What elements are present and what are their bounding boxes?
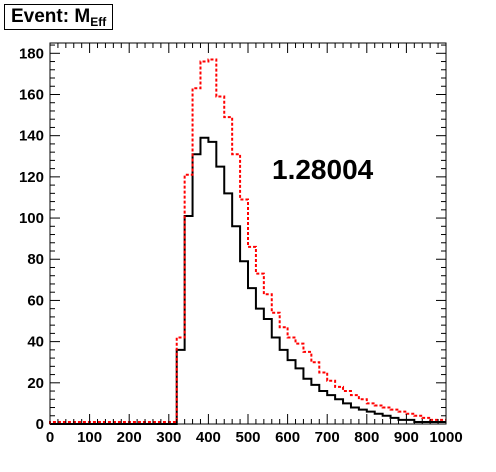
title-subscript: Eff: [90, 15, 107, 29]
y-tick-label: 40: [27, 334, 44, 351]
x-tick-label: 0: [46, 429, 54, 446]
y-tick-label: 0: [36, 416, 44, 433]
axis-ticks: [49, 43, 447, 425]
y-tick-label: 20: [27, 375, 44, 392]
y-tick-label: 60: [27, 292, 44, 309]
x-tick-label: 600: [275, 429, 300, 446]
series-0-line: [50, 136, 446, 425]
y-tick-label: 80: [27, 251, 44, 268]
x-tick-label: 400: [196, 429, 221, 446]
x-tick-label: 800: [354, 429, 379, 446]
x-tick-label: 900: [394, 429, 419, 446]
x-tick-label: 1000: [429, 429, 462, 446]
y-tick-label: 160: [19, 86, 44, 103]
y-tick-label: 180: [19, 45, 44, 62]
ratio-annotation: 1.28004: [272, 154, 374, 185]
title-text: Event: M: [11, 6, 91, 27]
y-tick-label: 120: [19, 169, 44, 186]
series-1-line: [49, 58, 446, 424]
x-tick-label: 100: [77, 429, 102, 446]
y-tick-label: 100: [19, 210, 44, 227]
y-tick-label: 140: [19, 128, 44, 145]
series-layer: [49, 58, 446, 425]
histogram-title: Event: MEff: [4, 4, 114, 30]
x-tick-label: 500: [235, 429, 260, 446]
tick-labels: 0 100 200 300 400 500 600 700 800 900 1000 0 20 40 60 8…: [19, 45, 463, 446]
x-tick-label: 700: [315, 429, 340, 446]
x-tick-label: 200: [117, 429, 142, 446]
x-tick-label: 300: [156, 429, 181, 446]
